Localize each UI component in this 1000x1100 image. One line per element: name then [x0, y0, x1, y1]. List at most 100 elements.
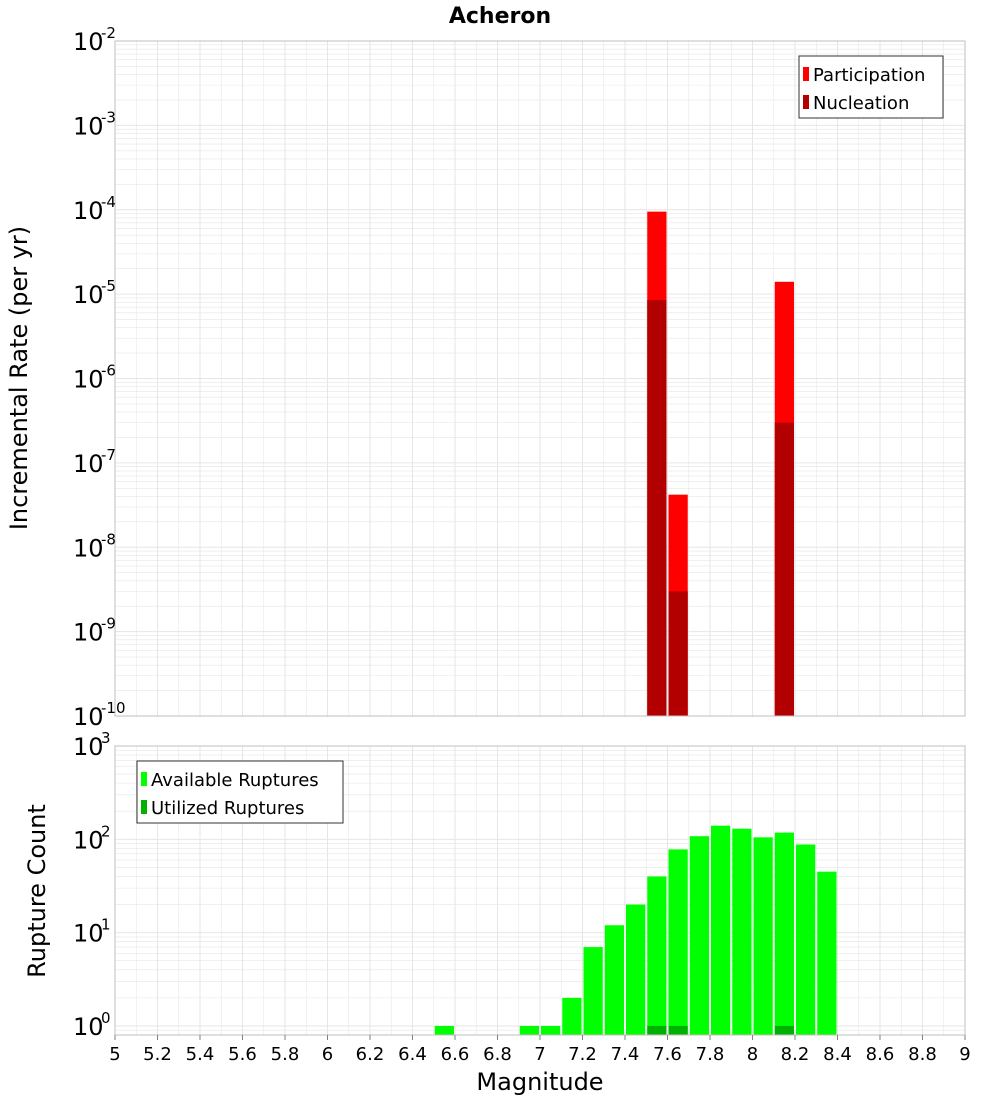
- count-bar-available: [753, 837, 773, 1035]
- rate-y-tick-exponent: -5: [101, 277, 116, 295]
- rate-y-tick-label: 10-9: [73, 615, 116, 647]
- magnitude-x-axis-label: Magnitude: [476, 1068, 603, 1096]
- rate-y-axis-label: Incremental Rate (per yr): [5, 226, 33, 530]
- x-tick-label: 7.4: [611, 1044, 640, 1065]
- rate-legend-swatch: [803, 95, 809, 109]
- rate-y-tick-base: 10: [73, 197, 104, 225]
- x-tick-label: 5.2: [143, 1044, 172, 1065]
- count-bar-available: [519, 1025, 539, 1035]
- rate-bars: [647, 211, 794, 716]
- x-tick-label: 7.6: [653, 1044, 682, 1065]
- rate-legend-box: [798, 55, 944, 119]
- count-legend: Available Ruptures Utilized Ruptures: [136, 760, 344, 824]
- x-tick-label: 5.8: [271, 1044, 300, 1065]
- count-bar-available: [774, 832, 794, 1035]
- rate-y-tick-label: 10-10: [73, 699, 126, 731]
- rate-y-tick-exponent: -10: [101, 699, 126, 717]
- count-legend-entry: Utilized Ruptures: [151, 798, 304, 819]
- rate-legend: Participation Nucleation: [798, 55, 944, 119]
- count-bar-available: [562, 997, 582, 1035]
- rate-y-tick-base: 10: [73, 281, 104, 309]
- x-tick-label: 7: [534, 1044, 545, 1065]
- count-bar-available: [626, 904, 646, 1035]
- rate-y-tick-exponent: -6: [101, 362, 116, 380]
- rate-y-tick-base: 10: [73, 534, 104, 562]
- count-bar-available: [689, 836, 709, 1035]
- x-tick-label: 6.8: [483, 1044, 512, 1065]
- count-bar-available: [668, 849, 688, 1035]
- count-y-tick-label: 100: [73, 1009, 111, 1041]
- x-tick-label: 5.6: [228, 1044, 257, 1065]
- count-bar-available: [711, 825, 731, 1035]
- count-legend-swatch: [141, 772, 147, 786]
- rate-y-tick-label: 10-7: [73, 446, 116, 478]
- x-tick-label: 6.2: [356, 1044, 385, 1065]
- rate-bar-nucleation: [774, 422, 794, 716]
- rate-y-tick-exponent: -4: [101, 193, 116, 211]
- count-legend-swatch: [141, 800, 147, 814]
- rate-y-tick-exponent: -8: [101, 530, 116, 548]
- rate-y-tick-label: 10-2: [73, 24, 116, 56]
- x-tick-label: 8.6: [866, 1044, 895, 1065]
- count-bars: [434, 825, 837, 1035]
- rate-y-tick-exponent: -2: [101, 24, 116, 42]
- count-y-tick-base: 10: [73, 1013, 104, 1041]
- count-y-tick-base: 10: [73, 733, 104, 761]
- rate-legend-swatch: [803, 67, 809, 81]
- count-bar-utilized: [774, 1025, 794, 1035]
- count-y-tick-exponent: 3: [101, 729, 111, 747]
- x-tick-label: 6.6: [441, 1044, 470, 1065]
- x-tick-label: 8: [747, 1044, 758, 1065]
- count-legend-box: [136, 760, 344, 824]
- rate-y-tick-base: 10: [73, 619, 104, 647]
- rate-y-tick-base: 10: [73, 112, 104, 140]
- count-legend-entry: Available Ruptures: [151, 770, 319, 791]
- count-y-tick-exponent: 0: [101, 1009, 111, 1027]
- rate-bar-nucleation: [647, 300, 667, 716]
- count-y-tick-label: 102: [73, 822, 111, 854]
- rate-y-tick-base: 10: [73, 703, 104, 731]
- rate-y-tick-label: 10-4: [73, 193, 116, 225]
- x-tick-label: 8.4: [823, 1044, 852, 1065]
- rate-plot-frame: [114, 40, 966, 717]
- count-bar-available: [604, 925, 624, 1035]
- x-tick-label: 6.4: [398, 1044, 427, 1065]
- count-y-tick-base: 10: [73, 920, 104, 948]
- count-y-tick-label: 103: [73, 729, 111, 761]
- count-bar-utilized: [647, 1025, 667, 1035]
- rate-y-tick-exponent: -9: [101, 615, 116, 633]
- rate-y-tick-base: 10: [73, 450, 104, 478]
- rate-legend-entry: Nucleation: [813, 93, 909, 114]
- x-tick-label: 7.2: [568, 1044, 597, 1065]
- count-bar-utilized: [668, 1025, 688, 1035]
- rate-y-tick-label: 10-5: [73, 277, 116, 309]
- x-tick-label: 8.8: [908, 1044, 937, 1065]
- count-bar-available: [817, 871, 837, 1035]
- rate-y-tick-label: 10-6: [73, 362, 116, 394]
- magnitude-x-ticks: 5 5.2 5.4 5.6 5.8 6 6.2 6.4 6.6 6.8 7 7.2 7.4 7.6 7.8 8…: [109, 1035, 971, 1065]
- x-tick-label: 5.4: [186, 1044, 215, 1065]
- rate-y-tick-label: 10-3: [73, 108, 116, 140]
- x-tick-label: 6: [322, 1044, 333, 1065]
- count-bar-available: [647, 876, 667, 1035]
- rate-y-tick-exponent: -3: [101, 108, 116, 126]
- x-tick-label: 8.2: [781, 1044, 810, 1065]
- count-y-axis-label: Rupture Count: [23, 804, 51, 978]
- x-tick-label: 5: [109, 1044, 120, 1065]
- count-y-tick-exponent: 2: [101, 822, 111, 840]
- count-bar-available: [796, 844, 816, 1035]
- x-tick-label: 9: [959, 1044, 970, 1065]
- chart-title: Acheron: [449, 4, 551, 29]
- count-y-tick-label: 101: [73, 916, 111, 948]
- count-bar-available: [434, 1025, 454, 1035]
- rate-y-tick-base: 10: [73, 366, 104, 394]
- count-bar-available: [583, 947, 603, 1035]
- rate-grid: [114, 40, 966, 717]
- rate-y-tick-base: 10: [73, 28, 104, 56]
- count-y-tick-exponent: 1: [101, 916, 111, 934]
